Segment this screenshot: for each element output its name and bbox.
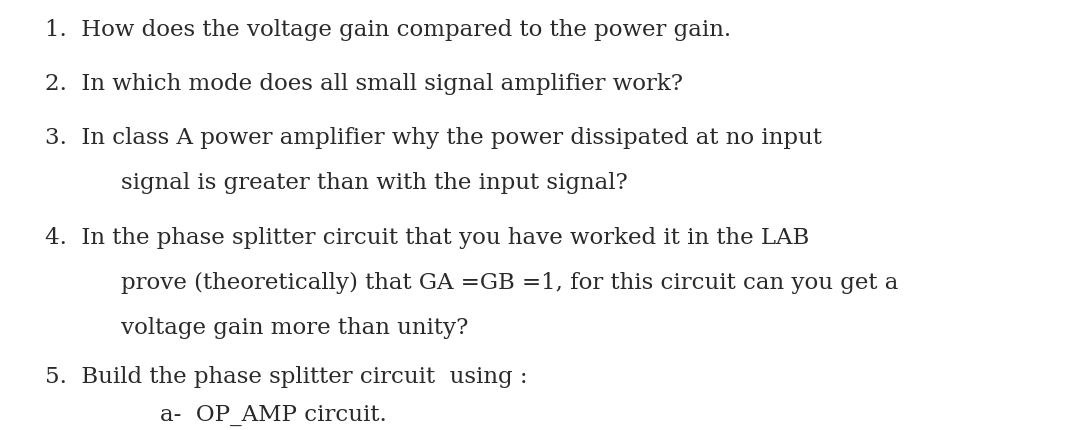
Text: signal is greater than with the input signal?: signal is greater than with the input si… bbox=[121, 172, 627, 194]
Text: prove (theoretically) that GA =GB =1, for this circuit can you get a: prove (theoretically) that GA =GB =1, fo… bbox=[121, 272, 899, 294]
Text: a-  OP_AMP circuit.: a- OP_AMP circuit. bbox=[160, 404, 387, 426]
Text: 4.  In the phase splitter circuit that you have worked it in the LAB: 4. In the phase splitter circuit that yo… bbox=[45, 227, 810, 249]
Text: 5.  Build the phase splitter circuit  using :: 5. Build the phase splitter circuit usin… bbox=[45, 366, 528, 387]
Text: 3.  In class A power amplifier why the power dissipated at no input: 3. In class A power amplifier why the po… bbox=[45, 127, 822, 149]
Text: 2.  In which mode does all small signal amplifier work?: 2. In which mode does all small signal a… bbox=[45, 73, 684, 95]
Text: voltage gain more than unity?: voltage gain more than unity? bbox=[121, 317, 469, 339]
Text: 1.  How does the voltage gain compared to the power gain.: 1. How does the voltage gain compared to… bbox=[45, 19, 731, 41]
